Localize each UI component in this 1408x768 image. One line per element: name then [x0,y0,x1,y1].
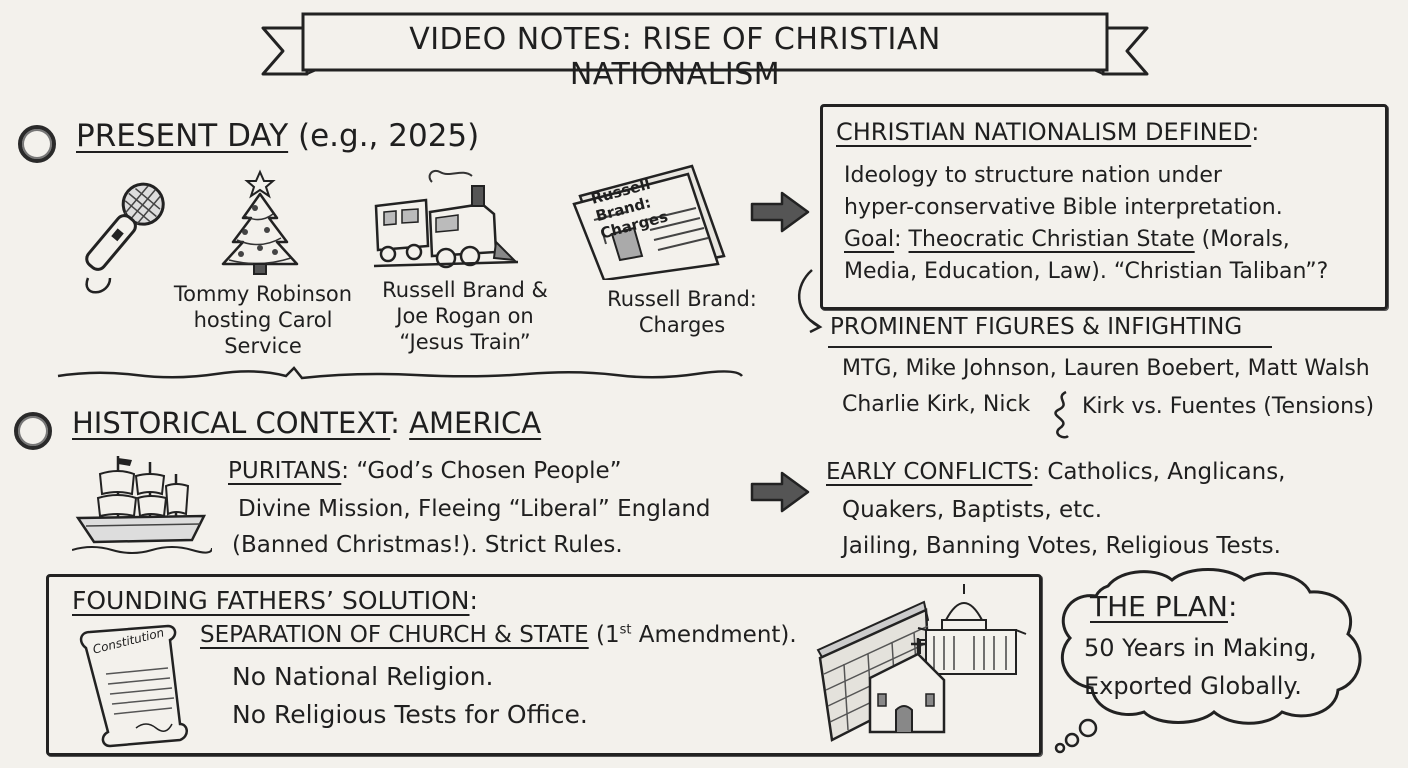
plan-title: THE PLAN [1090,590,1228,623]
plan-colon: : [1227,590,1238,623]
definition-box [820,104,1388,310]
goal-rest: (Morals, [1201,227,1290,252]
figures-line: Charlie Kirk, Nick [842,392,1031,417]
history-place: AMERICA [409,406,542,440]
figures-tension: Kirk vs. Fuentes (Tensions) [1082,394,1375,419]
squiggle-icon [1054,390,1069,439]
puritans-rest: : “God’s Chosen People” [341,458,622,484]
ship-icon [72,456,212,554]
puritans-label: PURITANS [228,458,342,484]
plan-line: 50 Years in Making, [1084,634,1317,662]
curved-arrow-icon [797,269,823,334]
conflicts-heading: EARLY CONFLICTS: Catholics, Anglicans, [826,456,1286,489]
christmas-tree-icon [221,169,299,275]
caption-jesus-train: Russell Brand & Joe Rogan on “Jesus Trai… [382,278,548,354]
plan-heading: THE PLAN: [1090,590,1237,623]
figures-underline [828,346,1272,348]
bullet-circle-icon [14,412,52,450]
founders-heading: FOUNDING FATHERS’ SOLUTION: [72,586,478,615]
bullet-circle-icon [18,125,56,163]
goal-label: Goal [844,227,895,252]
definition-line: hyper-conservative Bible interpretation. [844,195,1283,220]
definition-line: Media, Education, Law). “Christian Talib… [844,259,1329,284]
founders-title: FOUNDING FATHERS’ SOLUTION [72,586,470,615]
arrow-right-icon [750,191,810,233]
separation-label: SEPARATION OF CHURCH & STATE [200,622,589,648]
history-heading: HISTORICAL CONTEXT: AMERICA [72,406,541,440]
founders-colon: : [469,586,478,615]
conflicts-line: Quakers, Baptists, etc. [842,497,1103,523]
thought-bubble [1054,568,1362,754]
figures-line: MTG, Mike Johnson, Lauren Boebert, Matt … [842,356,1370,381]
present-day-heading: PRESENT DAY (e.g., 2025) [76,118,479,154]
goal-value: Theocratic Christian State [908,227,1195,252]
definition-title: CHRISTIAN NATIONALISM DEFINED [836,118,1252,146]
amendment-sup: st [619,622,632,638]
caption-charges: Russell Brand: Charges [607,287,757,337]
definition-line: Ideology to structure nation under [844,163,1222,188]
goal-colon: : [894,227,902,252]
founders-box [46,574,1042,756]
conflicts-rest: : Catholics, Anglicans, [1032,459,1286,485]
definition-body: Ideology to structure nation under hyper… [844,160,1328,288]
puritans-line: PURITANS: “God’s Chosen People” [228,454,622,488]
page-title: VIDEO NOTES: RISE OF CHRISTIAN NATIONALI… [409,22,941,92]
separation-line: SEPARATION OF CHURCH & STATE (1st Amendm… [200,622,797,648]
amendment-post: Amendment). [631,622,797,648]
conflicts-title: EARLY CONFLICTS [826,459,1033,485]
definition-colon: : [1251,118,1260,146]
present-day-title: PRESENT DAY [76,118,289,154]
figures-heading: PROMINENT FIGURES & INFIGHTING [830,314,1243,340]
founders-line: No National Religion. [232,662,494,691]
history-line: Divine Mission, Fleeing “Liberal” Englan… [238,496,711,522]
microphone-icon [85,182,165,294]
definition-goal-line: Goal: Theocratic Christian State (Morals… [844,224,1328,256]
constitution-scroll-icon [79,624,188,748]
history-line: (Banned Christmas!). Strict Rules. [232,532,623,558]
arrow-right-icon [750,471,810,513]
founders-line: No Religious Tests for Office. [232,700,588,729]
train-icon [373,170,519,269]
history-colon: : [390,406,400,440]
plan-line: Exported Globally. [1084,672,1302,700]
title-banner [261,12,1149,76]
wavy-divider [57,366,743,380]
definition-heading: CHRISTIAN NATIONALISM DEFINED: [836,118,1259,146]
newspaper-icon [572,164,726,280]
wall-capitol-church-icon [816,584,1027,742]
caption-carol-service: Tommy Robinson hosting Carol Service [173,282,353,358]
present-day-year: (e.g., 2025) [298,118,480,154]
amendment-pre: (1 [596,622,620,648]
conflicts-line: Jailing, Banning Votes, Religious Tests. [842,533,1281,559]
history-title: HISTORICAL CONTEXT [72,406,391,440]
